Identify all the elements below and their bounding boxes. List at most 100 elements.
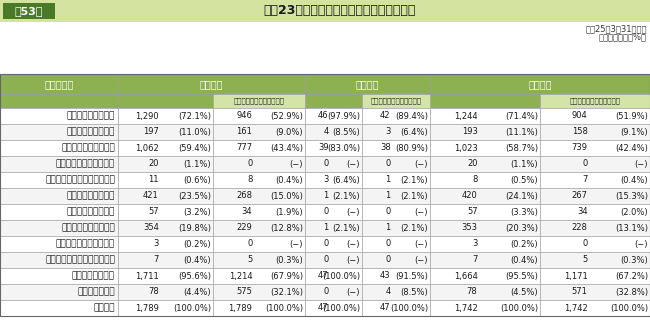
Text: 0: 0: [385, 208, 391, 216]
Bar: [118, 156, 213, 172]
Text: (−): (−): [289, 239, 303, 248]
Text: (2.1%): (2.1%): [332, 192, 360, 201]
Text: 1,062: 1,062: [135, 143, 159, 152]
Bar: [430, 172, 540, 188]
Text: 268: 268: [237, 192, 252, 201]
Text: (−): (−): [346, 208, 360, 216]
Text: 1,023: 1,023: [454, 143, 478, 152]
Text: (100.0%): (100.0%): [322, 272, 360, 281]
Text: (0.4%): (0.4%): [620, 176, 648, 185]
Text: (−): (−): [346, 239, 360, 248]
Bar: [118, 220, 213, 236]
Text: 平成25年3月31日時点: 平成25年3月31日時点: [586, 24, 647, 33]
Text: 7: 7: [582, 176, 588, 185]
Text: (−): (−): [634, 239, 648, 248]
Bar: [430, 156, 540, 172]
Bar: [213, 188, 305, 204]
Bar: [362, 140, 430, 156]
Bar: [540, 252, 650, 268]
Bar: [305, 156, 362, 172]
Text: 1: 1: [324, 192, 329, 201]
Text: 47: 47: [380, 303, 391, 312]
Text: 基　準　モ　デ　ル: 基 準 モ デ ル: [66, 127, 115, 136]
Bar: [430, 108, 540, 124]
Text: (0.4%): (0.4%): [510, 256, 538, 265]
Text: 20: 20: [148, 159, 159, 169]
Text: 1,664: 1,664: [454, 272, 478, 281]
Text: 市区町村: 市区町村: [528, 79, 552, 89]
Text: 78: 78: [148, 288, 159, 296]
Text: 5: 5: [247, 256, 252, 265]
Bar: [540, 204, 650, 220]
Text: (80.9%): (80.9%): [395, 143, 428, 152]
Text: 4: 4: [324, 127, 329, 136]
Text: 3: 3: [153, 239, 159, 248]
Bar: [540, 156, 650, 172]
Text: (1.1%): (1.1%): [183, 159, 211, 169]
Bar: [0, 140, 118, 156]
Text: 4: 4: [385, 288, 391, 296]
Bar: [0, 220, 118, 236]
Text: 作成済又は作成中: 作成済又は作成中: [72, 272, 115, 281]
Text: 1,789: 1,789: [229, 303, 252, 312]
Bar: [213, 268, 305, 284]
Bar: [0, 284, 118, 300]
Bar: [118, 124, 213, 140]
Text: (3.2%): (3.2%): [183, 208, 211, 216]
Text: (−): (−): [346, 159, 360, 169]
Text: (20.3%): (20.3%): [505, 223, 538, 232]
Text: 0: 0: [582, 239, 588, 248]
Bar: [0, 156, 118, 172]
Bar: [0, 188, 118, 204]
Bar: [213, 156, 305, 172]
Bar: [430, 268, 540, 284]
Text: (24.1%): (24.1%): [505, 192, 538, 201]
Text: 42: 42: [380, 112, 391, 121]
Text: 0: 0: [324, 256, 329, 265]
Text: (11.0%): (11.0%): [178, 127, 211, 136]
Bar: [305, 220, 362, 236]
Text: 1,711: 1,711: [135, 272, 159, 281]
Text: 20: 20: [467, 159, 478, 169]
Text: 0: 0: [582, 159, 588, 169]
Text: (59.4%): (59.4%): [178, 143, 211, 152]
Text: (4.5%): (4.5%): [510, 288, 538, 296]
Bar: [362, 284, 430, 300]
Text: 0: 0: [385, 159, 391, 169]
Bar: [118, 284, 213, 300]
Text: 1,244: 1,244: [454, 112, 478, 121]
Text: (6.4%): (6.4%): [400, 127, 428, 136]
Text: (−): (−): [415, 208, 428, 216]
Text: 1: 1: [385, 176, 391, 185]
Bar: [430, 236, 540, 252]
Text: 193: 193: [462, 127, 478, 136]
Text: (95.5%): (95.5%): [505, 272, 538, 281]
Text: 1: 1: [385, 192, 391, 201]
Text: 5: 5: [582, 256, 588, 265]
Bar: [362, 156, 430, 172]
Bar: [430, 204, 540, 220]
Bar: [0, 268, 118, 284]
Text: (97.9%): (97.9%): [327, 112, 360, 121]
Text: (4.4%): (4.4%): [183, 288, 211, 296]
Text: (83.0%): (83.0%): [327, 143, 360, 152]
Text: (67.9%): (67.9%): [270, 272, 303, 281]
Bar: [430, 300, 540, 316]
Text: (58.7%): (58.7%): [505, 143, 538, 152]
Bar: [118, 108, 213, 124]
Text: 38: 38: [380, 143, 391, 152]
Text: (72.1%): (72.1%): [178, 112, 211, 121]
Bar: [118, 94, 213, 108]
Text: 420: 420: [462, 192, 478, 201]
Bar: [3, 3, 55, 19]
Bar: [305, 284, 362, 300]
Text: 354: 354: [143, 223, 159, 232]
Text: (9.1%): (9.1%): [620, 127, 648, 136]
Bar: [213, 220, 305, 236]
Text: 平成23年度決算に係る財務書類の整備状況: 平成23年度決算に係る財務書類の整備状況: [264, 5, 416, 18]
Bar: [305, 140, 362, 156]
Bar: [430, 188, 540, 204]
Bar: [118, 74, 305, 94]
Text: (100.0%): (100.0%): [173, 303, 211, 312]
Text: そ　の　他　の　モ　デ　ル: そ の 他 の モ デ ル: [45, 256, 115, 265]
